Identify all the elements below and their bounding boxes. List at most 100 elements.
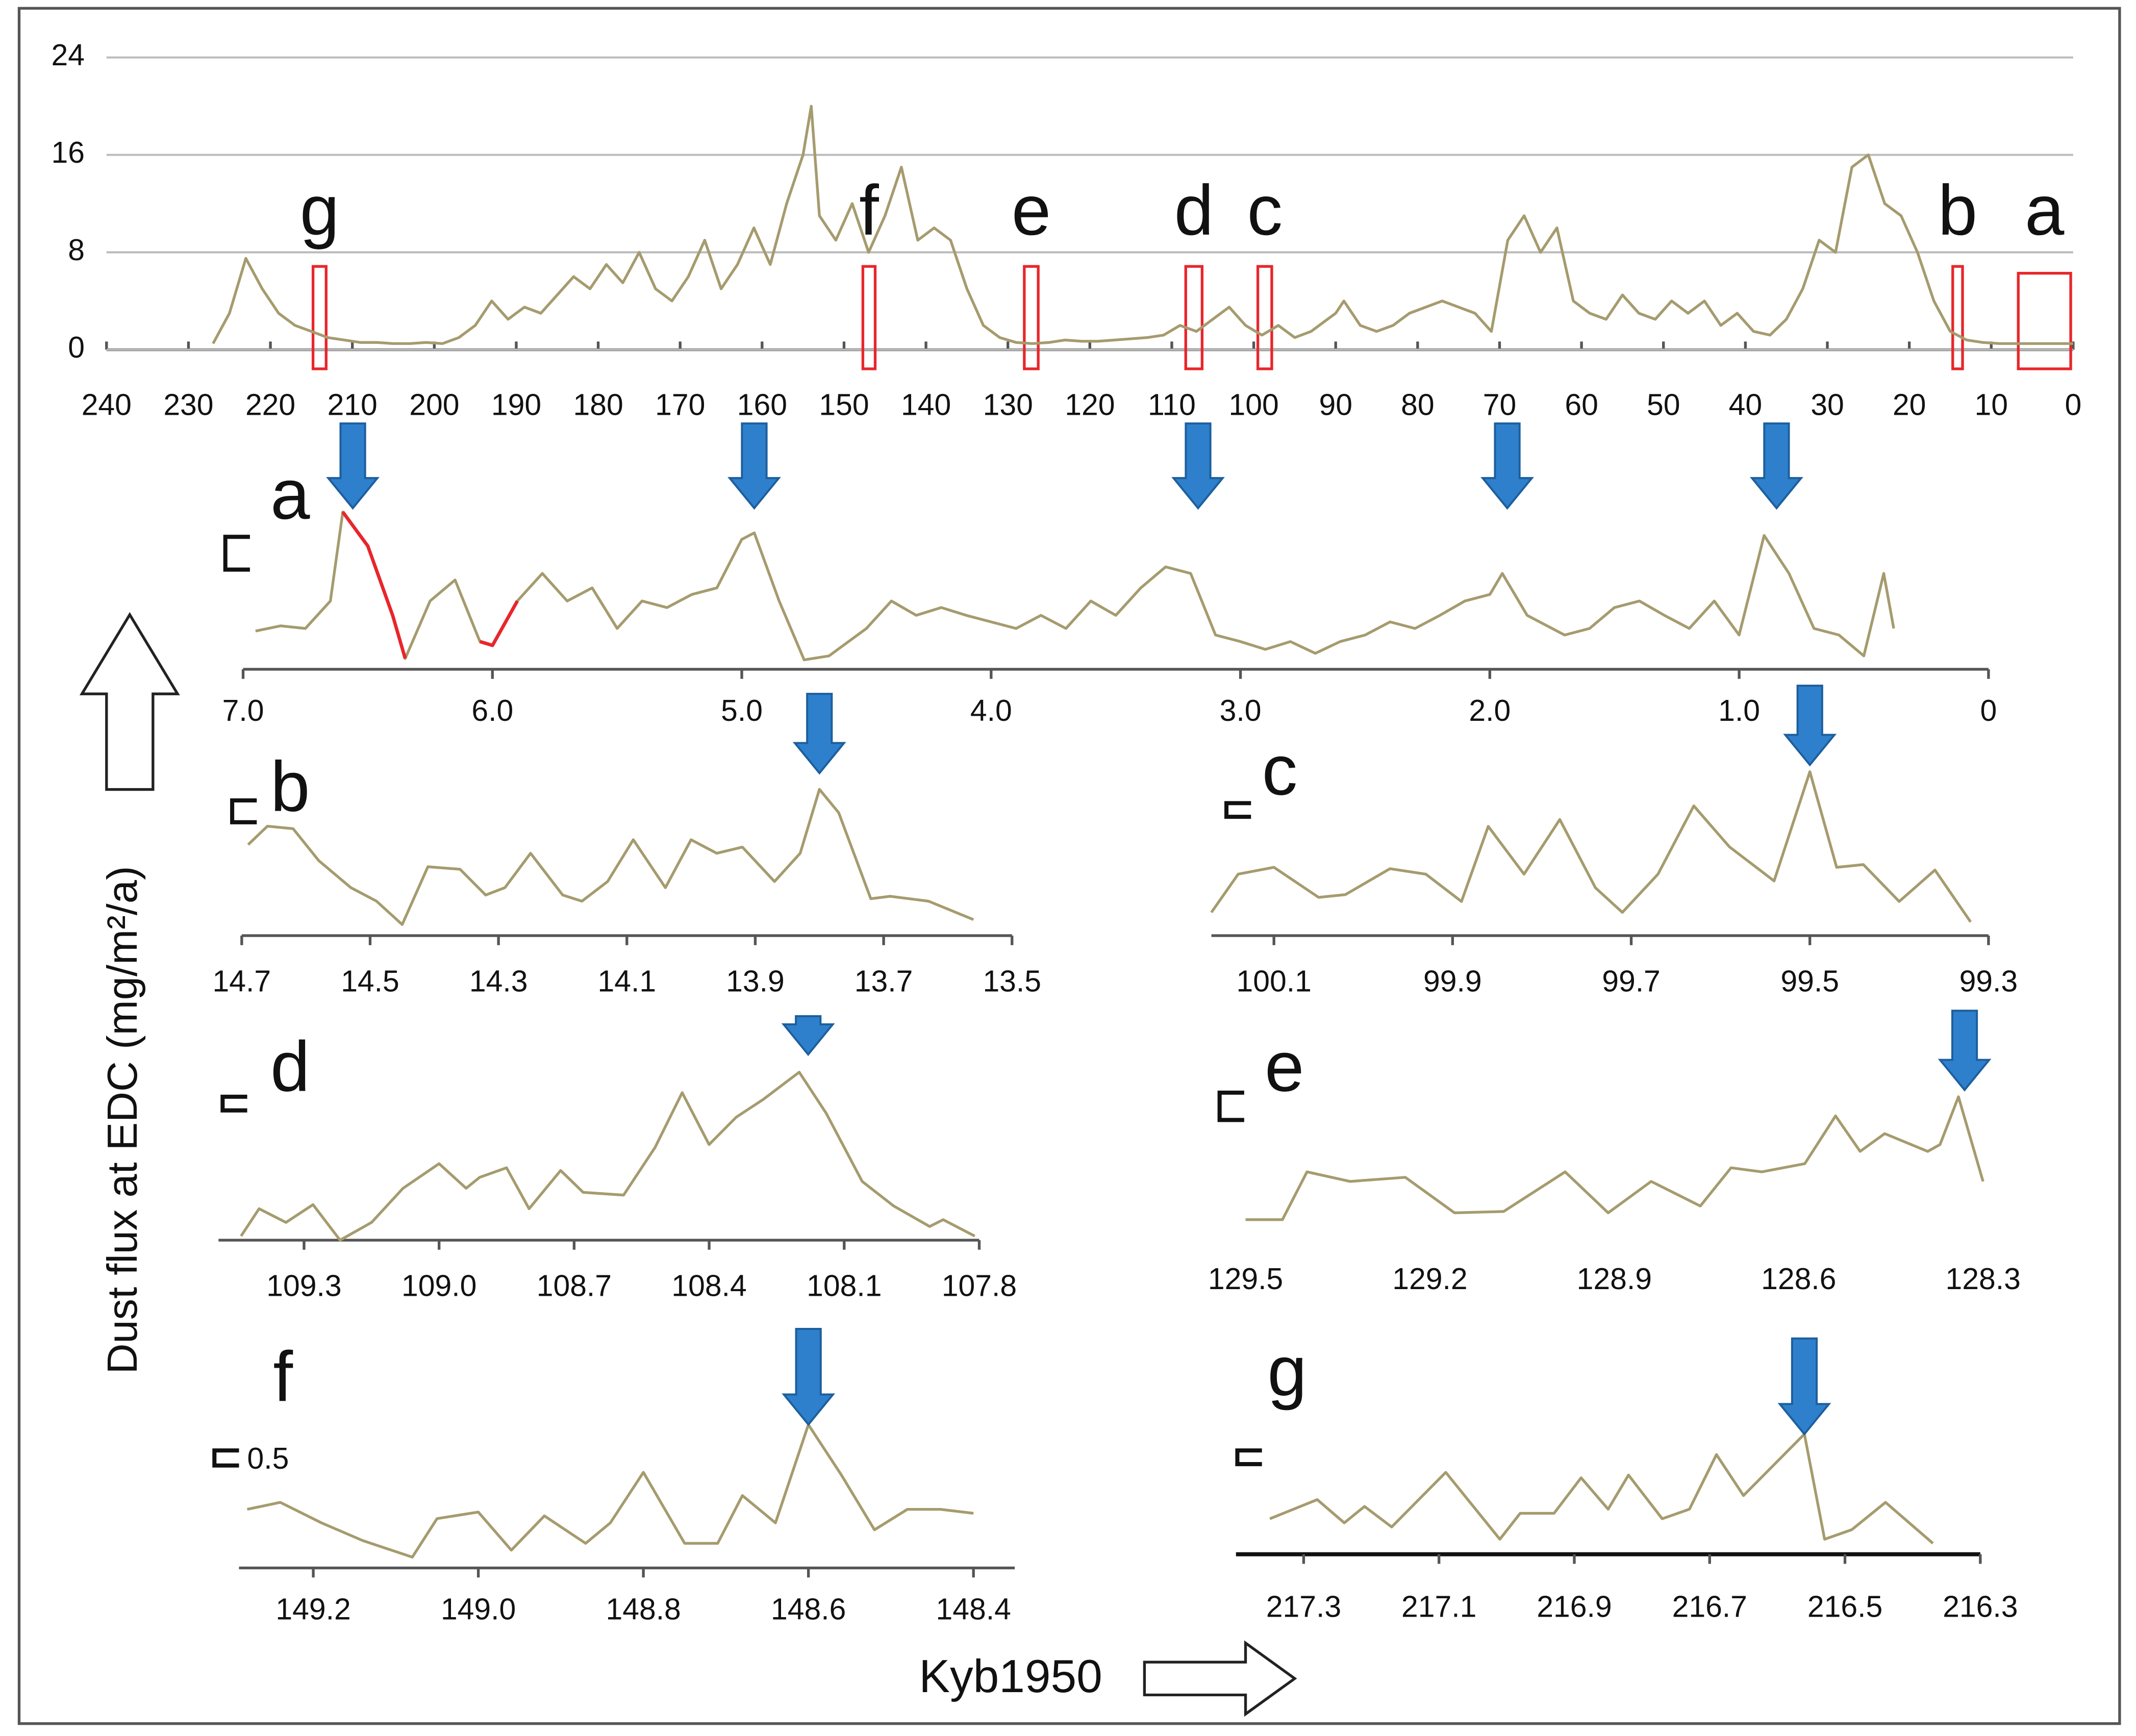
x-tick-label: 13.7	[855, 965, 913, 998]
x-tick-label: 100	[1228, 389, 1278, 422]
highlight-box	[1023, 265, 1040, 370]
x-tick-label: 216.5	[1807, 1590, 1882, 1623]
x-tick-label: 0	[2065, 389, 2081, 422]
box-label: c	[1247, 171, 1283, 250]
highlight-box	[311, 265, 328, 370]
x-tick-label: 217.1	[1401, 1590, 1476, 1623]
y-tick-label: 16	[51, 136, 85, 169]
scale-bar	[230, 798, 257, 824]
highlight-box	[1951, 265, 1964, 370]
x-tick-label: 14.1	[597, 965, 656, 998]
event-arrow	[1938, 1010, 1992, 1092]
up-arrow	[79, 612, 180, 791]
x-tick-label: 220	[245, 389, 295, 422]
scale-bar	[212, 1448, 239, 1468]
x-tick-label: 4.0	[970, 694, 1012, 727]
x-tick-label: 216.7	[1672, 1590, 1747, 1623]
event-arrow	[727, 422, 781, 510]
x-tick-label: 50	[1647, 389, 1680, 422]
x-tick-label: 13.9	[726, 965, 785, 998]
x-tick-label: 148.4	[936, 1593, 1011, 1626]
x-tick-label: 5.0	[721, 694, 763, 727]
x-tick-label: 7.0	[222, 694, 264, 727]
x-tick-label: 1.0	[1718, 694, 1760, 727]
x-tick-label: 30	[1811, 389, 1844, 422]
x-tick-label: 100.1	[1236, 965, 1311, 998]
x-tick-label: 200	[409, 389, 459, 422]
x-tick-label: 99.5	[1780, 965, 1839, 998]
event-arrow	[326, 422, 380, 510]
x-tick-label: 160	[737, 389, 787, 422]
panel-label: c	[1262, 731, 1298, 810]
event-arrow	[781, 1015, 835, 1056]
x-tick-label: 80	[1401, 389, 1435, 422]
x-tick-label: 120	[1065, 389, 1115, 422]
x-tick-label: 216.3	[1943, 1590, 2018, 1623]
x-tick-label: 99.7	[1602, 965, 1661, 998]
x-tick-label: 13.5	[983, 965, 1041, 998]
y-axis-label: Dust flux at EDC (mg/m²/a)	[98, 866, 146, 1374]
x-tick-label: 149.2	[275, 1593, 350, 1626]
x-tick-label: 3.0	[1220, 694, 1262, 727]
box-label: d	[1174, 171, 1214, 250]
x-tick-label: 149.0	[441, 1593, 516, 1626]
x-tick-label: 140	[901, 389, 951, 422]
x-tick-label: 40	[1729, 389, 1763, 422]
x-tick-label: 128.6	[1761, 1263, 1836, 1296]
panel-label: e	[1265, 1027, 1304, 1106]
highlight-box	[861, 265, 877, 370]
x-tick-label: 148.6	[771, 1593, 846, 1626]
x-tick-label: 14.3	[469, 965, 528, 998]
x-tick-label: 109.0	[401, 1269, 476, 1302]
x-tick-label: 129.2	[1392, 1263, 1467, 1296]
data-line	[212, 105, 2073, 345]
panel-label: f	[273, 1337, 293, 1416]
x-axis-label: Kyb1950	[919, 1651, 1102, 1702]
data-line	[240, 1071, 975, 1242]
x-tick-label: 108.4	[671, 1269, 746, 1302]
event-arrow	[792, 693, 846, 775]
right-arrow	[1143, 1640, 1297, 1717]
scale-bar	[223, 535, 250, 572]
event-arrow	[1783, 685, 1837, 767]
box-label: a	[2025, 171, 2065, 250]
x-tick-label: 240	[82, 389, 132, 422]
x-tick-label: 216.9	[1537, 1590, 1612, 1623]
scale-bar	[220, 1094, 247, 1113]
data-line	[341, 511, 519, 659]
data-line	[1245, 1095, 1984, 1221]
x-tick-label: 148.8	[606, 1593, 681, 1626]
x-tick-label: 99.3	[1959, 965, 2018, 998]
x-tick-label: 129.5	[1208, 1263, 1283, 1296]
panel-label: b	[270, 747, 310, 826]
x-tick-label: 170	[655, 389, 705, 422]
x-tick-label: 130	[983, 389, 1033, 422]
event-arrow	[1777, 1337, 1831, 1436]
y-tick-label: 0	[68, 331, 85, 364]
box-label: g	[300, 171, 339, 250]
x-tick-label: 70	[1483, 389, 1516, 422]
x-tick-label: 210	[328, 389, 378, 422]
x-tick-label: 110	[1148, 389, 1196, 422]
x-tick-label: 190	[491, 389, 541, 422]
panel-label: a	[270, 455, 310, 534]
frame	[17, 7, 2121, 1725]
event-arrow	[1480, 422, 1534, 510]
panel-label: d	[270, 1027, 310, 1106]
scale-bar	[1224, 801, 1251, 819]
x-tick-label: 6.0	[471, 694, 513, 727]
event-arrow	[1749, 422, 1803, 510]
y-tick-label: 24	[51, 39, 85, 72]
x-tick-label: 128.9	[1577, 1263, 1652, 1296]
scale-bar-label: 0.5	[247, 1442, 289, 1475]
data-line	[255, 510, 1895, 662]
highlight-box	[1184, 265, 1204, 370]
x-tick-label: 90	[1319, 389, 1352, 422]
x-tick-label: 10	[1974, 389, 2008, 422]
panel-label: g	[1267, 1331, 1306, 1411]
x-tick-label: 2.0	[1469, 694, 1511, 727]
scale-bar	[1235, 1448, 1262, 1467]
event-arrow	[782, 1328, 836, 1426]
